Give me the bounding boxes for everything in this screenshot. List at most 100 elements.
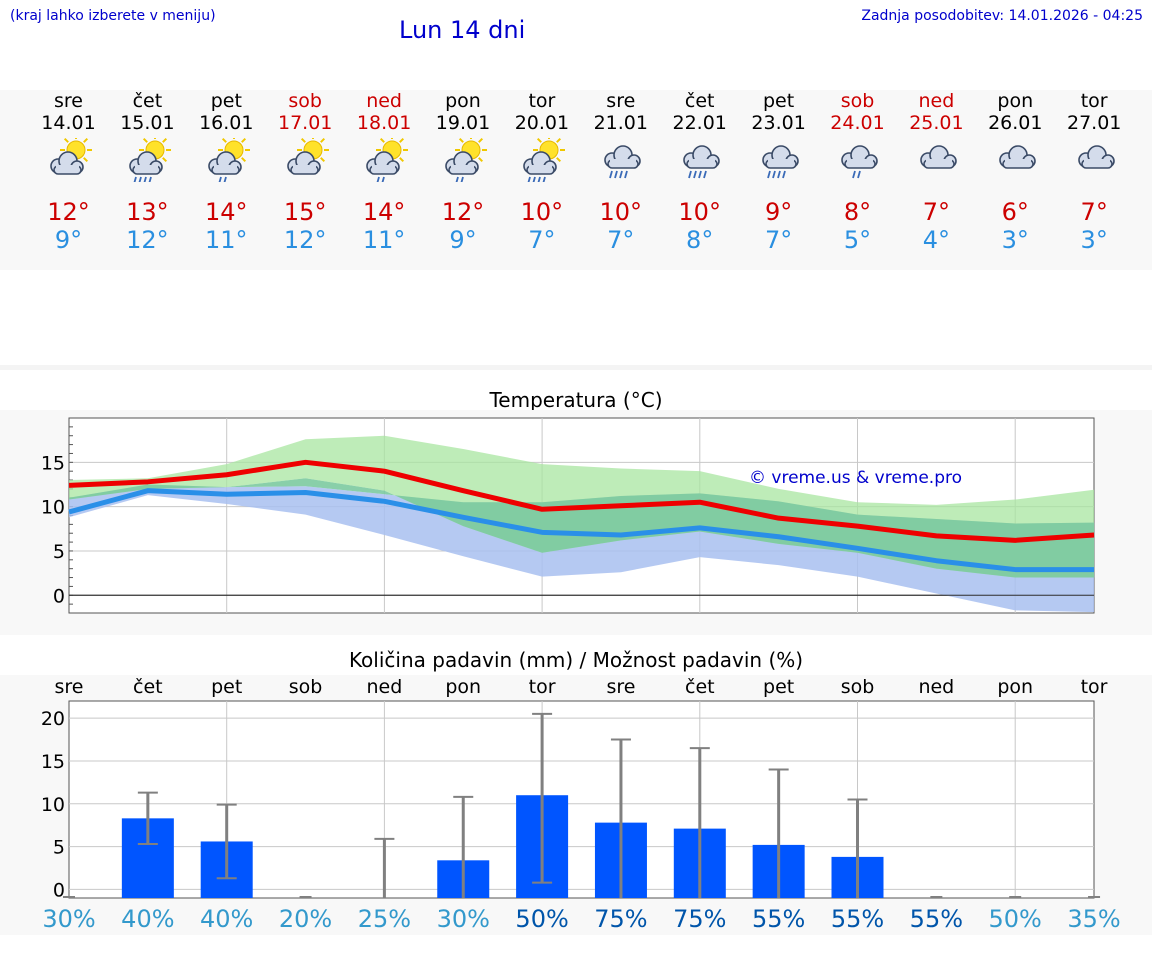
cloud-rain-icon (598, 138, 644, 182)
day-name: čet (132, 90, 163, 112)
precip-probability: 75% (594, 905, 647, 933)
precip-probability: 40% (200, 905, 253, 933)
precipitation-chart-title: Količina padavin (mm) / Možnost padavin … (348, 648, 804, 672)
day-date: 14.01 (41, 112, 96, 134)
max-temp: 10° (520, 198, 564, 226)
precipitation-chart-panel: sre čet pet sob ned pon tor sre čet pet sob ned pon t… (0, 675, 1152, 935)
y-tick-label: 15 (41, 751, 65, 773)
day-label: čet (133, 676, 163, 698)
sun-cloud-light-rain-icon (441, 134, 487, 185)
max-temp: 10° (599, 198, 643, 226)
day-date: 18.01 (356, 112, 412, 134)
max-temp: 14° (362, 198, 406, 226)
day-label: sob (841, 676, 875, 698)
day-label: tor (529, 676, 556, 698)
day-label: pon (445, 676, 481, 698)
day-label: čet (685, 676, 715, 698)
min-temp: 7° (607, 226, 635, 254)
max-temp: 12° (441, 198, 485, 226)
min-temp: 7° (764, 226, 793, 254)
precip-probability: 35% (1067, 905, 1120, 933)
cloud-icon (993, 138, 1039, 182)
day-label: tor (1081, 676, 1108, 698)
y-tick-label: 10 (41, 794, 65, 816)
temperature-chart: 0 5 10 15 © vreme.us & vreme.pro (41, 417, 1095, 614)
precip-probability: 50% (515, 905, 568, 933)
day-label: pon (997, 676, 1033, 698)
min-temp: 12° (126, 226, 169, 254)
y-tick-label: 5 (53, 837, 65, 859)
day-date: 27.01 (1066, 112, 1122, 134)
day-label: sre (55, 676, 84, 698)
max-temp-line (68, 459, 1095, 543)
y-tick-label: 5 (53, 541, 65, 563)
temperature-chart-panel: 0 5 10 15 © vreme.us & vreme.pro (0, 410, 1152, 635)
day-name: sob (840, 90, 875, 112)
max-temp: 14° (205, 198, 248, 226)
min-temp: 9° (54, 226, 83, 254)
day-name: sre (54, 90, 83, 112)
day-date: 19.01 (435, 112, 491, 134)
day-label: sre (606, 676, 635, 698)
day-date: 26.01 (988, 112, 1043, 134)
day-name: pet (210, 90, 242, 112)
cloud-icon (1072, 138, 1118, 182)
min-temp: 3° (1001, 226, 1029, 254)
daily-forecast-strip: sre 14.01 12° 9° čet 15.01 13° 12° pet 16.01 14° 11… (0, 90, 1152, 270)
day-label: pet (763, 676, 794, 698)
day-name: tor (528, 90, 556, 112)
cloud-light-rain-icon (835, 138, 881, 182)
last-update: Zadnja posodobitev: 14.01.2026 - 04:25 (861, 8, 1143, 24)
min-temp-line (68, 488, 1095, 573)
sun-cloud-rain-icon (519, 134, 566, 185)
sun-cloud-icon (283, 134, 329, 182)
day-date: 23.01 (751, 112, 806, 134)
max-temp: 15° (283, 198, 327, 226)
location-hint: (kraj lahko izberete v meniju) (10, 8, 216, 24)
sun-cloud-rain-icon (125, 134, 171, 185)
min-temp: 12° (283, 226, 327, 254)
page-title: Lun 14 dni (399, 16, 526, 44)
precipitation-chart: sre čet pet sob ned pon tor sre čet pet sob ned pon t… (41, 676, 1121, 933)
max-temp: 10° (678, 198, 721, 226)
day-label: ned (367, 676, 403, 698)
day-name: tor (1080, 90, 1108, 112)
y-tick-label: 10 (41, 497, 65, 519)
max-temp: 12° (47, 198, 90, 226)
day-date: 20.01 (514, 112, 570, 134)
day-date: 15.01 (120, 112, 175, 134)
sun-cloud-light-rain-icon (204, 134, 250, 185)
precip-probability: 30% (42, 905, 95, 933)
precip-probability: 50% (989, 905, 1042, 933)
day-date: 24.01 (830, 112, 885, 134)
overlap-range-band (69, 478, 1095, 578)
precip-probability: 25% (358, 905, 411, 933)
max-temp: 6° (1001, 198, 1029, 226)
day-name: ned (918, 90, 955, 112)
max-temp: 13° (126, 198, 169, 226)
max-temp: 9° (764, 198, 793, 226)
day-name: pon (997, 90, 1034, 112)
day-name: pet (762, 90, 795, 112)
day-name: sre (606, 90, 636, 112)
day-date: 25.01 (909, 112, 964, 134)
precip-probability: 30% (437, 905, 490, 933)
max-temp: 8° (843, 198, 872, 226)
min-temp: 5° (843, 226, 872, 254)
cloud-rain-icon (677, 138, 723, 182)
day-name: sob (288, 90, 322, 112)
precip-probability: 55% (831, 905, 884, 933)
watermark: © vreme.us & vreme.pro (749, 468, 962, 488)
precip-probability: 20% (279, 905, 332, 933)
min-temp: 4° (922, 226, 951, 254)
day-label: ned (918, 676, 954, 698)
max-temp: 7° (922, 198, 951, 226)
temperature-chart-title: Temperatura (°C) (489, 388, 663, 412)
day-name: pon (445, 90, 481, 112)
min-temp: 8° (686, 226, 714, 254)
day-date: 21.01 (593, 112, 648, 134)
cloud-icon (914, 138, 960, 182)
day-name: ned (366, 90, 402, 112)
max-temp: 7° (1080, 198, 1108, 226)
min-temp: 3° (1080, 226, 1108, 254)
